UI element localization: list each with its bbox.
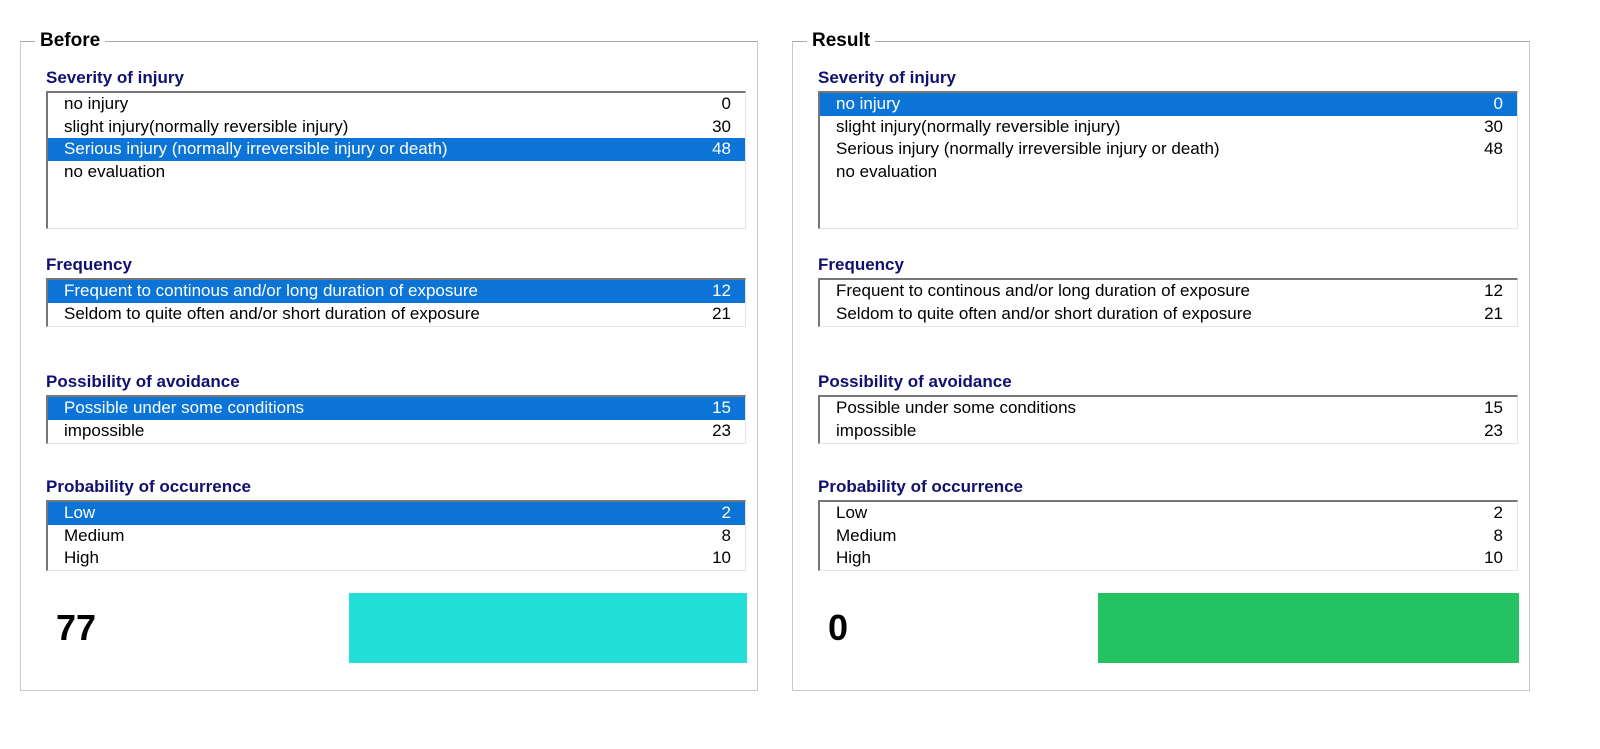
risk-level-indicator	[1098, 593, 1519, 663]
list-item-label: no injury	[836, 94, 901, 113]
list-item-value: 10	[712, 548, 731, 567]
severity-title: Severity of injury	[818, 68, 956, 87]
probability-title: Probability of occurrence	[46, 477, 251, 496]
list-item[interactable]: impossible 23	[820, 420, 1517, 443]
list-item-value: 23	[1484, 420, 1503, 440]
list-item-label: High	[836, 548, 871, 567]
list-item[interactable]: Medium 8	[48, 525, 745, 548]
list-item-value: 30	[1484, 116, 1503, 136]
list-item-label: Medium	[836, 525, 897, 545]
list-item-label: Frequent to continous and/or long durati…	[836, 281, 1250, 300]
list-item-label: Medium	[64, 525, 125, 545]
list-item-label: Low	[64, 503, 96, 522]
panel-title: Result	[807, 28, 876, 54]
risk-score: 0	[828, 607, 849, 648]
risk-level-indicator	[349, 593, 747, 663]
list-item[interactable]: no injury 0	[820, 93, 1517, 116]
list-item[interactable]: no injury 0	[48, 93, 745, 116]
list-item[interactable]: Low 2	[820, 502, 1517, 525]
list-item-label: Seldom to quite often and/or short durat…	[836, 303, 1252, 323]
list-item-value: 10	[1484, 548, 1503, 567]
list-item[interactable]: Low 2	[48, 502, 745, 525]
list-item[interactable]: slight injury(normally reversible injury…	[820, 116, 1517, 139]
frequency-title: Frequency	[46, 255, 132, 274]
severity-listbox[interactable]: no injury 0 slight injury(normally reversi…	[818, 91, 1518, 229]
list-item[interactable]: Seldom to quite often and/or short durat…	[48, 303, 745, 326]
avoidance-listbox[interactable]: Possible under some conditions 15 impossib…	[818, 395, 1518, 444]
list-item-value: 2	[721, 503, 731, 522]
list-item-value: 21	[712, 303, 731, 323]
list-item-value: 15	[1484, 398, 1503, 417]
list-item[interactable]: impossible 23	[48, 420, 745, 443]
list-item[interactable]: slight injury(normally reversible injury…	[48, 116, 745, 139]
list-item-label: High	[64, 548, 99, 567]
list-item-label: no injury	[64, 94, 129, 113]
list-item-label: Possible under some conditions	[836, 398, 1077, 417]
list-item[interactable]: High 10	[820, 547, 1517, 570]
panel-title: Before	[35, 28, 106, 54]
list-item-label: Seldom to quite often and/or short durat…	[64, 303, 480, 323]
frequency-listbox[interactable]: Frequent to continous and/or long durati…	[46, 278, 746, 327]
avoidance-title: Possibility of avoidance	[46, 372, 240, 391]
list-item-label: no evaluation	[836, 161, 938, 181]
result-panel: Result Severity of injury no injury 0 slig…	[792, 28, 1530, 691]
list-item-value: 0	[721, 94, 731, 113]
frequency-listbox[interactable]: Frequent to continous and/or long durati…	[818, 278, 1518, 327]
list-item-value: 0	[1493, 94, 1503, 113]
list-item-label: Possible under some conditions	[64, 398, 305, 417]
list-item[interactable]: High 10	[48, 547, 745, 570]
list-item-label: slight injury(normally reversible injury…	[836, 116, 1121, 136]
list-item-value: 48	[712, 139, 731, 158]
list-item-value: 8	[1493, 525, 1503, 545]
list-item-label: slight injury(normally reversible injury…	[64, 116, 349, 136]
list-item[interactable]: Medium 8	[820, 525, 1517, 548]
list-item-value: 21	[1484, 303, 1503, 323]
list-item-value: 2	[1493, 503, 1503, 522]
list-item[interactable]: no evaluation	[820, 161, 1517, 184]
list-item-label: Frequent to continous and/or long durati…	[64, 281, 478, 300]
list-item-value: 15	[712, 398, 731, 417]
list-item-label: impossible	[836, 420, 917, 440]
list-item[interactable]: Possible under some conditions 15	[48, 397, 745, 420]
list-item-value: 8	[721, 525, 731, 545]
avoidance-title: Possibility of avoidance	[818, 372, 1012, 391]
probability-title: Probability of occurrence	[818, 477, 1023, 496]
list-item-label: Low	[836, 503, 868, 522]
severity-title: Severity of injury	[46, 68, 184, 87]
list-item[interactable]: Serious injury (normally irreversible in…	[48, 138, 745, 161]
list-item-value: 23	[712, 420, 731, 440]
avoidance-listbox[interactable]: Possible under some conditions 15 impossib…	[46, 395, 746, 444]
severity-listbox[interactable]: no injury 0 slight injury(normally reversi…	[46, 91, 746, 229]
list-item-value: 30	[712, 116, 731, 136]
list-item-label: Serious injury (normally irreversible in…	[64, 139, 448, 158]
risk-score: 77	[56, 607, 97, 648]
list-item[interactable]: Frequent to continous and/or long durati…	[820, 280, 1517, 303]
list-item-value: 48	[1484, 139, 1503, 158]
list-item-label: Serious injury (normally irreversible in…	[836, 139, 1220, 158]
frequency-title: Frequency	[818, 255, 904, 274]
list-item-label: no evaluation	[64, 161, 166, 181]
list-item[interactable]: Serious injury (normally irreversible in…	[820, 138, 1517, 161]
list-item[interactable]: Frequent to continous and/or long durati…	[48, 280, 745, 303]
probability-listbox[interactable]: Low 2 Medium 8 High 10	[818, 500, 1518, 571]
list-item[interactable]: Possible under some conditions 15	[820, 397, 1517, 420]
list-item-label: impossible	[64, 420, 145, 440]
list-item-value: 12	[712, 281, 731, 300]
list-item[interactable]: Seldom to quite often and/or short durat…	[820, 303, 1517, 326]
probability-listbox[interactable]: Low 2 Medium 8 High 10	[46, 500, 746, 571]
before-panel: Before Severity of injury no injury 0 slig…	[20, 28, 758, 691]
list-item-value: 12	[1484, 281, 1503, 300]
list-item[interactable]: no evaluation	[48, 161, 745, 184]
